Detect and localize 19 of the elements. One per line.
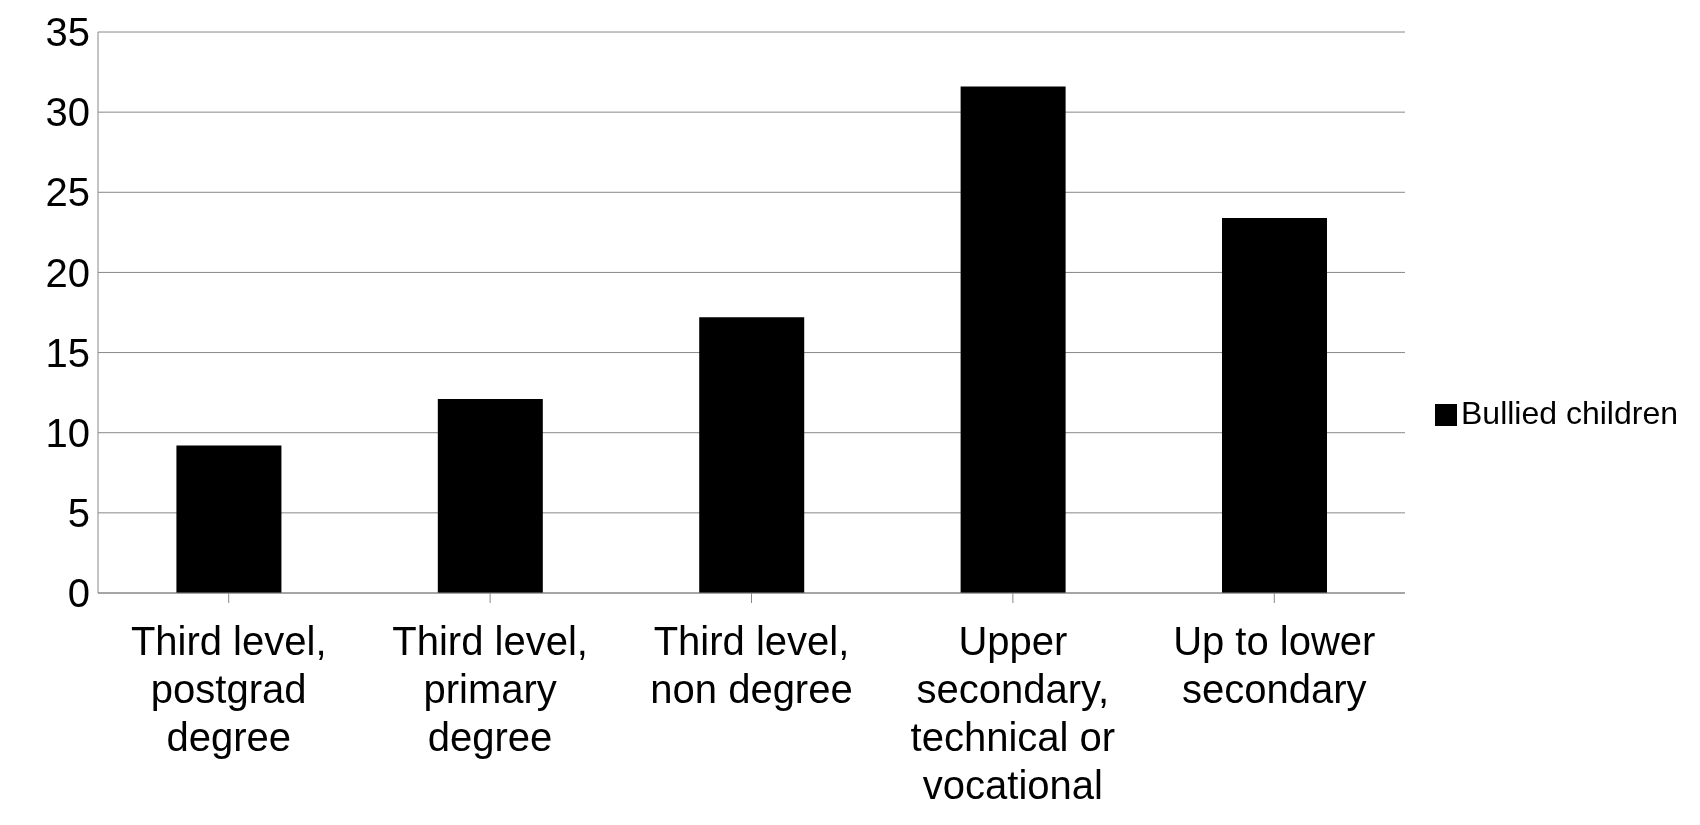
- bar: [960, 86, 1066, 593]
- y-tick-label: 0: [67, 571, 90, 616]
- y-tick-label: 35: [45, 10, 90, 55]
- x-tick-label: Up to lower secondary: [1173, 619, 1376, 711]
- x-tick-label: Third level, postgrad degree: [130, 619, 327, 759]
- bar: [1222, 217, 1328, 593]
- bar: [437, 399, 543, 593]
- y-tick-label: 10: [45, 410, 90, 455]
- y-tick-label: 30: [45, 90, 90, 135]
- y-tick-label: 15: [45, 330, 90, 375]
- legend-label: Bullied children: [1460, 394, 1678, 431]
- x-tick-label: Third level, non degree: [650, 619, 853, 711]
- y-tick-label: 5: [67, 491, 90, 536]
- x-tick-label: Third level, primary degree: [392, 619, 588, 759]
- x-tick-label: Upper secondary, technical or vocational: [910, 619, 1116, 807]
- y-tick-label: 25: [45, 170, 90, 215]
- y-tick-label: 20: [45, 250, 90, 295]
- bar: [176, 445, 282, 593]
- bar: [699, 317, 805, 593]
